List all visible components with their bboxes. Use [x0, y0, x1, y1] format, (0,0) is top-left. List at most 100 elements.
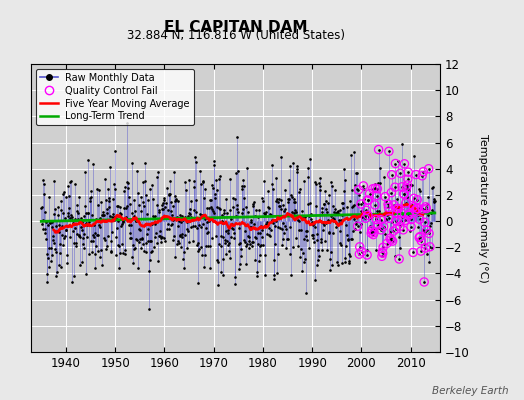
Point: [361, 215, 369, 222]
Point: [359, 183, 368, 189]
Title: 32.884 N, 116.816 W (United States): 32.884 N, 116.816 W (United States): [127, 29, 345, 42]
Point: [418, 206, 427, 212]
Point: [404, 169, 412, 175]
Point: [355, 251, 364, 257]
Point: [364, 197, 373, 203]
Point: [409, 249, 417, 256]
Point: [378, 250, 387, 256]
Point: [412, 171, 420, 178]
Point: [421, 245, 430, 251]
Point: [412, 205, 421, 212]
Point: [367, 230, 375, 236]
Point: [398, 184, 406, 190]
Point: [392, 210, 401, 217]
Point: [371, 185, 379, 192]
Point: [405, 212, 413, 218]
Point: [364, 212, 372, 218]
Point: [363, 197, 372, 204]
Point: [397, 217, 405, 224]
Point: [388, 172, 396, 178]
Point: [373, 186, 381, 192]
Point: [407, 216, 416, 223]
Point: [399, 190, 408, 197]
Point: [369, 186, 377, 192]
Point: [399, 227, 408, 233]
Point: [363, 252, 372, 258]
Point: [374, 222, 382, 228]
Point: [394, 205, 402, 212]
Point: [379, 244, 387, 250]
Point: [400, 191, 408, 197]
Point: [420, 279, 428, 285]
Point: [416, 233, 424, 240]
Point: [387, 190, 396, 196]
Point: [401, 217, 409, 224]
Point: [397, 210, 406, 216]
Point: [395, 256, 403, 262]
Point: [417, 238, 425, 244]
Text: EL CAPITAN DAM: EL CAPITAN DAM: [164, 20, 308, 36]
Point: [402, 185, 411, 192]
Point: [396, 170, 405, 176]
Point: [403, 176, 412, 182]
Point: [419, 168, 428, 175]
Point: [407, 224, 415, 230]
Point: [384, 201, 392, 208]
Point: [422, 227, 431, 234]
Point: [417, 248, 425, 254]
Point: [368, 227, 377, 234]
Point: [424, 166, 433, 172]
Point: [425, 244, 434, 250]
Point: [383, 240, 391, 247]
Point: [388, 238, 397, 244]
Point: [405, 210, 413, 217]
Point: [386, 235, 394, 241]
Point: [425, 230, 433, 237]
Point: [413, 205, 422, 212]
Point: [420, 219, 429, 226]
Point: [354, 223, 362, 229]
Point: [392, 226, 400, 232]
Point: [393, 205, 401, 212]
Point: [385, 148, 393, 154]
Point: [378, 253, 386, 260]
Point: [400, 161, 409, 167]
Point: [422, 206, 430, 212]
Point: [418, 173, 427, 179]
Point: [391, 160, 400, 167]
Point: [384, 204, 392, 210]
Legend: Raw Monthly Data, Quality Control Fail, Five Year Moving Average, Long-Term Tren: Raw Monthly Data, Quality Control Fail, …: [36, 69, 194, 125]
Point: [357, 201, 365, 207]
Point: [401, 200, 410, 206]
Point: [379, 224, 388, 230]
Point: [365, 190, 374, 197]
Point: [370, 202, 379, 208]
Point: [375, 146, 383, 153]
Point: [381, 194, 389, 200]
Point: [422, 204, 430, 210]
Point: [387, 237, 395, 243]
Point: [376, 216, 385, 223]
Point: [354, 187, 363, 193]
Point: [377, 227, 385, 233]
Point: [369, 232, 377, 238]
Point: [373, 192, 381, 199]
Point: [372, 216, 380, 223]
Point: [370, 229, 378, 236]
Point: [403, 182, 411, 188]
Point: [391, 184, 399, 190]
Point: [390, 202, 398, 208]
Point: [389, 228, 398, 234]
Point: [362, 207, 370, 214]
Point: [356, 244, 364, 250]
Point: [415, 234, 423, 241]
Point: [409, 204, 418, 210]
Y-axis label: Temperature Anomaly (°C): Temperature Anomaly (°C): [478, 134, 488, 282]
Point: [411, 207, 419, 214]
Point: [378, 249, 387, 255]
Point: [357, 248, 366, 255]
Point: [367, 227, 376, 234]
Point: [410, 195, 418, 202]
Point: [413, 196, 421, 203]
Point: [416, 216, 424, 222]
